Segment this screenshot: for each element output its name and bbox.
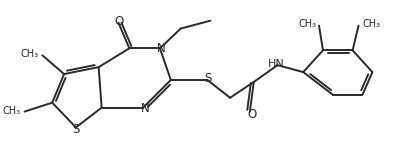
Text: N: N	[141, 102, 149, 115]
Text: CH₃: CH₃	[362, 19, 381, 29]
Text: O: O	[115, 15, 124, 28]
Text: CH₃: CH₃	[299, 19, 317, 29]
Text: O: O	[247, 108, 257, 121]
Text: N: N	[156, 42, 165, 55]
Text: HN: HN	[268, 59, 285, 69]
Text: CH₃: CH₃	[20, 49, 38, 59]
Text: S: S	[72, 123, 80, 136]
Text: S: S	[205, 73, 212, 85]
Text: CH₃: CH₃	[2, 106, 21, 116]
